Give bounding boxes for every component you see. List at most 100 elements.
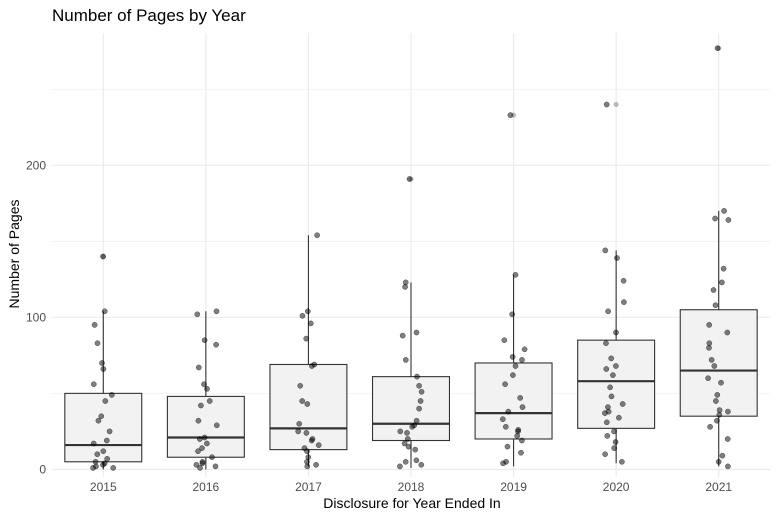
data-point [705, 375, 711, 382]
data-point [197, 465, 203, 471]
data-point [714, 392, 721, 398]
data-point [195, 364, 202, 371]
data-point [502, 381, 508, 388]
data-point [304, 401, 311, 407]
data-point [505, 408, 512, 415]
data-point [94, 340, 101, 347]
data-point [616, 414, 622, 421]
data-point [303, 430, 310, 436]
data-point [90, 440, 97, 447]
data-point [721, 208, 727, 214]
data-point [199, 460, 206, 467]
data-point [195, 448, 201, 455]
data-point [108, 392, 115, 398]
data-point [313, 461, 319, 468]
x-tick-label: 2017 [295, 480, 322, 494]
data-point [213, 308, 220, 315]
outlier-point [613, 101, 619, 108]
data-point [295, 428, 302, 435]
data-point [712, 302, 719, 309]
data-point [614, 255, 620, 261]
data-point [519, 437, 525, 444]
data-point [500, 460, 506, 467]
data-point [194, 311, 201, 318]
data-point [103, 437, 110, 444]
data-point [706, 344, 712, 351]
data-point [213, 422, 220, 429]
data-point [603, 366, 610, 372]
data-point [504, 443, 511, 450]
data-point [100, 253, 106, 260]
data-point [399, 332, 406, 339]
data-point [110, 465, 117, 471]
data-point [521, 346, 528, 353]
data-point [201, 434, 208, 441]
data-point [512, 271, 519, 278]
data-point [499, 416, 506, 423]
tick-labels: 0 100 200 2015 2016 2017 2018 2019 2020 2021 [26, 158, 732, 494]
point-layer [90, 45, 732, 471]
data-point [204, 440, 210, 447]
data-point [714, 45, 721, 52]
y-tick-label: 0 [39, 462, 46, 476]
box [577, 339, 656, 429]
data-point [619, 401, 626, 407]
data-point [315, 442, 322, 448]
data-point [304, 308, 311, 315]
data-point [708, 357, 715, 363]
data-point [91, 322, 98, 328]
y-tick-label: 100 [26, 310, 46, 324]
data-point [314, 232, 320, 239]
data-point [299, 398, 306, 404]
data-point [199, 445, 205, 451]
data-point [418, 461, 425, 468]
data-point [100, 366, 107, 372]
data-point [718, 379, 724, 386]
box [679, 309, 758, 417]
data-point [206, 398, 213, 404]
data-point [719, 279, 725, 286]
data-point [711, 363, 718, 369]
data-point [308, 437, 315, 444]
data-point [307, 320, 314, 327]
x-tick-label: 2018 [398, 480, 425, 494]
chart-title: Number of Pages by Year [52, 6, 246, 25]
data-point [509, 354, 516, 360]
data-point [296, 420, 303, 427]
data-point [212, 463, 219, 470]
data-point [102, 398, 109, 404]
data-point [405, 443, 412, 450]
data-point [519, 404, 526, 410]
data-point [725, 463, 731, 470]
data-point [603, 101, 610, 108]
data-point [98, 413, 105, 420]
data-point [611, 445, 618, 451]
data-point [725, 217, 732, 223]
data-point [413, 417, 420, 424]
x-tick-label: 2019 [500, 480, 527, 494]
data-point [402, 458, 409, 465]
data-point [724, 436, 731, 442]
data-point [710, 287, 717, 293]
data-point [101, 308, 108, 315]
data-point [413, 457, 420, 464]
data-point [309, 363, 315, 369]
data-point [304, 463, 311, 470]
x-tick-label: 2020 [603, 480, 630, 494]
x-tick-label: 2016 [193, 480, 220, 494]
data-point [604, 433, 611, 439]
data-point [720, 265, 727, 272]
data-point [603, 340, 609, 347]
data-point [417, 398, 424, 404]
data-point [507, 112, 514, 118]
data-point [514, 433, 521, 439]
y-axis-title: Number of Pages [6, 200, 22, 309]
data-point [404, 436, 411, 442]
data-point [204, 385, 210, 392]
data-point [611, 428, 617, 435]
data-point [299, 312, 306, 319]
data-point [99, 360, 105, 366]
data-point [715, 458, 722, 465]
data-point [406, 176, 413, 182]
data-point [196, 436, 203, 442]
